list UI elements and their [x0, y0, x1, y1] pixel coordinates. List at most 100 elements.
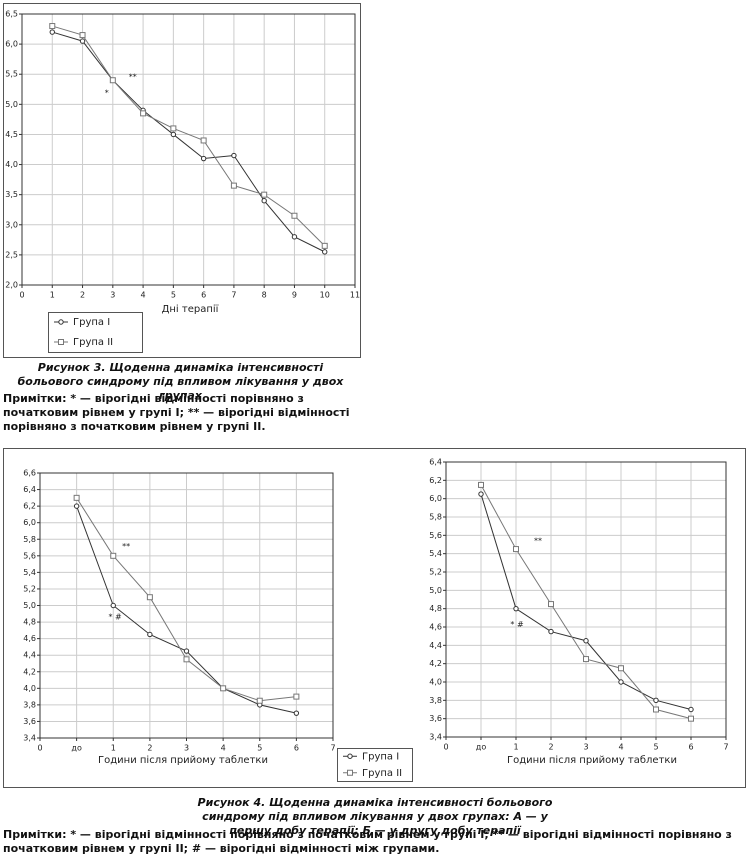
- y-tick-label: 5,8: [23, 535, 36, 544]
- y-tick-label: 4,2: [23, 667, 36, 676]
- y-tick-label: 3,8: [429, 696, 442, 705]
- x-tick-label: 0: [443, 743, 448, 752]
- point: [261, 197, 267, 204]
- x-tick-label: 2: [147, 744, 152, 753]
- plot-frame: [21, 13, 356, 286]
- y-tick-label: 4,4: [429, 641, 442, 650]
- y-tick-label: 4,4: [23, 651, 36, 660]
- point: [170, 131, 177, 138]
- x-tick-label: до: [476, 743, 487, 752]
- legend-label: Група II: [73, 337, 113, 348]
- x-axis-label: Дні терапії: [162, 303, 219, 315]
- x-tick-label: 0: [37, 744, 42, 753]
- y-tick-label: 5,0: [5, 100, 18, 109]
- point: [321, 242, 328, 249]
- point: [200, 137, 207, 144]
- x-tick-label: 7: [330, 744, 335, 753]
- y-tick-label: 4,5: [5, 130, 18, 139]
- x-tick-label: 2: [548, 743, 553, 752]
- point: [293, 693, 300, 700]
- x-tick-label: до: [71, 744, 82, 753]
- y-tick-label: 3,4: [23, 734, 36, 743]
- annotation: * #: [510, 620, 524, 629]
- point: [79, 32, 86, 39]
- point: [513, 605, 519, 612]
- annotation: **: [129, 73, 137, 82]
- point: [478, 481, 484, 488]
- y-tick-label: 6,2: [23, 502, 36, 511]
- point: [200, 155, 207, 162]
- plot-frame: [39, 472, 334, 739]
- line: [52, 31, 325, 253]
- point: [170, 125, 177, 132]
- point: [147, 631, 153, 638]
- y-tick-label: 3,6: [429, 714, 442, 723]
- x-tick-label: 3: [110, 291, 115, 300]
- x-tick-label: 7: [231, 291, 236, 300]
- point: [58, 339, 64, 345]
- x-tick-label: 10: [320, 291, 330, 300]
- point: [140, 110, 147, 117]
- figure-caption: Рисунок 4. Щоденна динаміка інтенсивност…: [197, 796, 553, 837]
- x-tick-label: 3: [583, 743, 588, 752]
- y-tick-label: 4,0: [5, 160, 18, 169]
- y-tick-label: 5,5: [5, 70, 18, 79]
- annotation: *: [105, 88, 109, 97]
- annotation: **: [122, 542, 130, 551]
- x-tick-label: 5: [171, 291, 176, 300]
- y-tick-label: 6,2: [429, 476, 442, 485]
- x-tick-label: 2: [80, 291, 85, 300]
- x-tick-label: 11: [350, 291, 360, 300]
- y-tick-label: 3,8: [23, 700, 36, 709]
- point: [73, 503, 80, 509]
- y-tick-label: 5,2: [429, 568, 442, 577]
- point: [653, 697, 659, 704]
- point: [183, 648, 190, 654]
- x-tick-label: 5: [257, 744, 262, 753]
- point: [513, 546, 519, 553]
- legend-box: [48, 312, 143, 353]
- point: [618, 679, 624, 685]
- y-tick-label: 4,8: [429, 604, 442, 613]
- point: [347, 753, 353, 759]
- legend-label: Група II: [362, 768, 402, 779]
- point: [146, 594, 153, 601]
- figure-note: Примітки: * — вірогідні відмінності порі…: [3, 828, 732, 855]
- point: [583, 638, 589, 644]
- line: [52, 25, 326, 247]
- figure-note: Примітки: * — вірогідні відмінності порі…: [3, 392, 350, 433]
- frame: [3, 448, 746, 788]
- point: [293, 710, 300, 716]
- point: [261, 191, 268, 198]
- y-tick-label: 6,4: [429, 458, 442, 467]
- point: [478, 491, 484, 497]
- x-tick-label: 4: [618, 743, 623, 752]
- y-tick-label: 6,6: [23, 469, 36, 478]
- y-tick-label: 5,4: [429, 549, 442, 558]
- y-tick-label: 5,8: [429, 513, 442, 522]
- x-tick-label: 3: [184, 744, 189, 753]
- figure-caption: Рисунок 3. Щоденна динаміка інтенсивност…: [17, 361, 344, 402]
- x-axis-label: Години після прийому таблетки: [507, 754, 677, 766]
- y-tick-label: 4,6: [23, 634, 36, 643]
- point: [58, 319, 64, 325]
- x-tick-label: 4: [221, 744, 226, 753]
- y-tick-label: 5,6: [23, 551, 36, 560]
- y-tick-label: 3,4: [429, 733, 442, 742]
- point: [109, 77, 116, 84]
- point: [110, 602, 116, 609]
- annotation: **: [534, 536, 542, 545]
- y-tick-label: 6,0: [429, 494, 442, 503]
- point: [73, 494, 80, 501]
- legend-label: Група I: [73, 317, 110, 328]
- point: [79, 38, 86, 44]
- y-tick-label: 3,5: [5, 190, 18, 199]
- y-tick-label: 4,2: [429, 659, 442, 668]
- point: [688, 715, 694, 722]
- x-tick-label: 6: [688, 743, 693, 752]
- point: [583, 656, 589, 663]
- point: [183, 656, 190, 663]
- point: [548, 601, 554, 608]
- x-tick-label: 1: [513, 743, 518, 752]
